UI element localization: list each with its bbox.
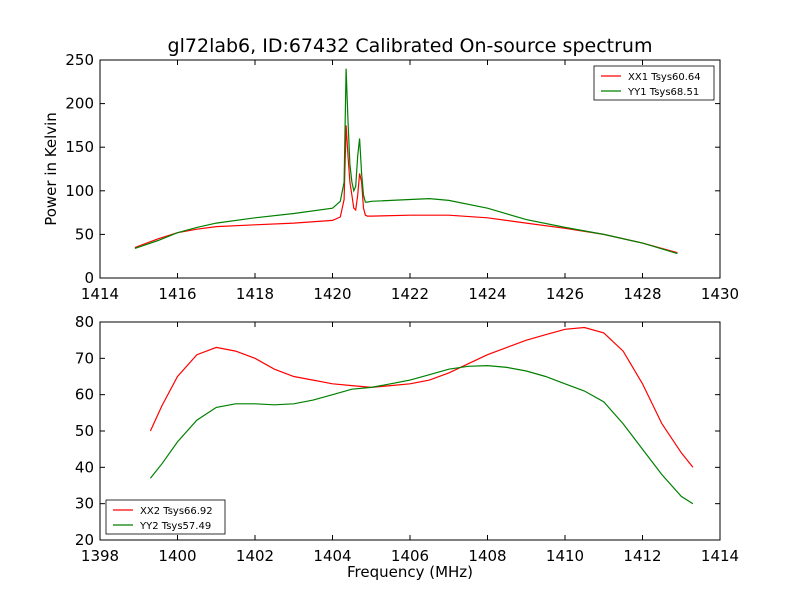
y-tick-label: 30	[75, 495, 94, 513]
y-tick-label: 100	[65, 182, 94, 200]
x-tick-label: 1428	[623, 285, 661, 303]
x-tick-label: 1430	[701, 285, 739, 303]
x-tick-label: 1426	[546, 285, 584, 303]
x-tick-label: 1422	[391, 285, 429, 303]
x-tick-label: 1404	[313, 547, 351, 565]
y-tick-label: 200	[65, 95, 94, 113]
legend-label: YY1 Tsys68.51	[627, 87, 699, 98]
y-tick-label: 80	[75, 313, 94, 331]
x-axis-label: Frequency (MHz)	[347, 563, 473, 581]
y-tick-label: 50	[75, 422, 94, 440]
series-line-xx2	[149, 326, 694, 468]
legend-label: YY2 Tsys57.49	[139, 521, 211, 532]
legend-box	[105, 499, 226, 535]
x-tick-label: 1420	[313, 285, 351, 303]
x-tick-label: 1414	[81, 285, 119, 303]
x-tick-label: 1416	[158, 285, 196, 303]
y-tick-label: 20	[75, 531, 94, 549]
x-tick-label: 1402	[236, 547, 274, 565]
series-line-xx1	[134, 125, 678, 254]
legend-label: XX1 Tsys60.64	[628, 72, 701, 83]
x-tick-label: 1410	[546, 547, 584, 565]
x-tick-label: 1406	[391, 547, 429, 565]
y-tick-label: 60	[75, 386, 94, 404]
x-tick-label: 1412	[623, 547, 661, 565]
legend-label: XX2 Tsys66.92	[140, 506, 213, 517]
chart-panels: 1414 1416 1418 1420 1422 1424 1426 1428 1430 0 50 1…	[42, 51, 739, 581]
x-tick-label: 1418	[236, 285, 274, 303]
y-tick-label: 70	[75, 349, 94, 367]
y-tick-label: 250	[65, 51, 94, 69]
x-tick-label: 1398	[81, 547, 119, 565]
y-tick-label: 50	[75, 225, 94, 243]
series-line-yy1	[134, 68, 678, 255]
legend-box	[593, 65, 715, 101]
x-tick-label: 1414	[701, 547, 739, 565]
y-tick-label: 40	[75, 458, 94, 476]
y-axis-label: Power in Kelvin	[42, 112, 60, 226]
x-tick-label: 1400	[158, 547, 196, 565]
y-tick-label: 150	[65, 138, 94, 156]
series-line-yy2	[149, 364, 694, 505]
x-tick-label: 1408	[468, 547, 506, 565]
chart-title: gl72lab6, ID:67432 Calibrated On-source …	[168, 35, 653, 57]
x-tick-label: 1424	[468, 285, 506, 303]
y-tick-label: 0	[84, 269, 94, 287]
